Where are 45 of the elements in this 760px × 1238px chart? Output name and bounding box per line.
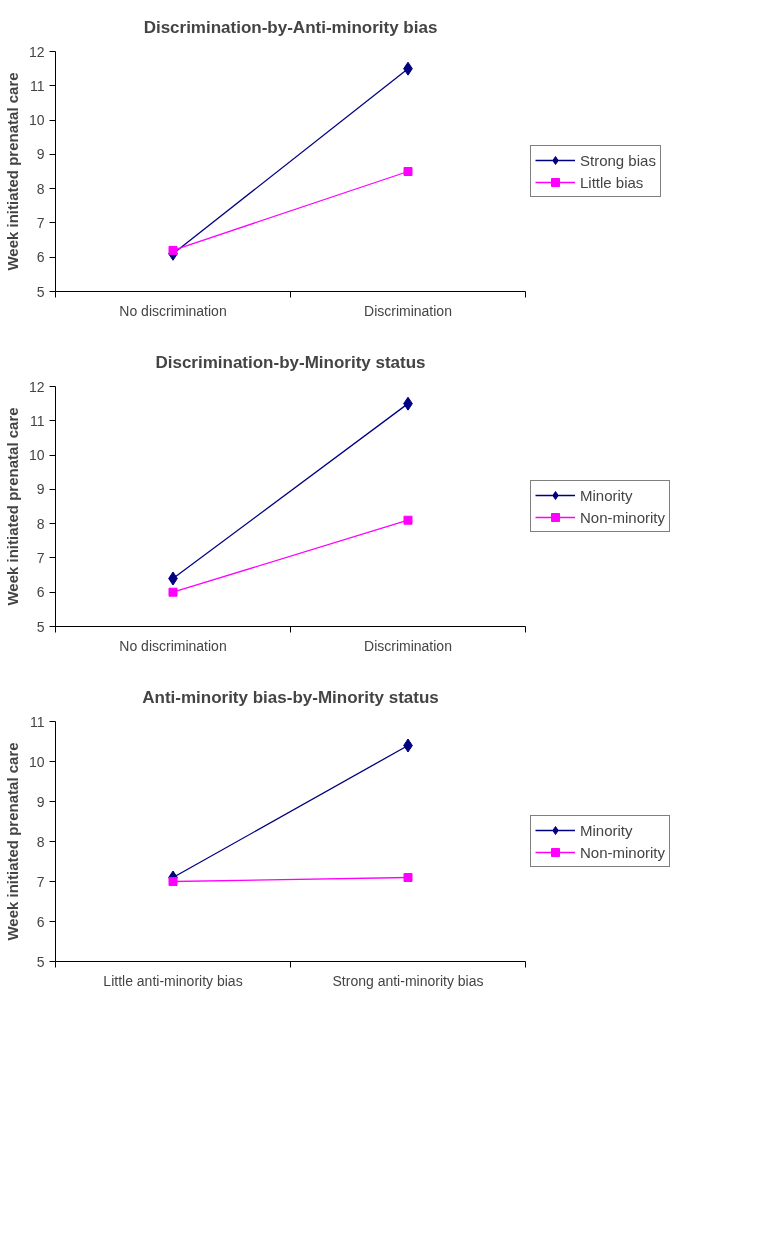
legend-label: Non-minority: [580, 843, 666, 861]
chart-title: Discrimination-by-Anti-minority bias: [143, 17, 438, 37]
y-tick-label: 5: [36, 953, 45, 970]
point: [403, 515, 413, 525]
y-tick-label: 5: [36, 618, 45, 635]
y-tick-label: 10: [28, 447, 45, 464]
y-axis-title: Week initiated prenatal care: [3, 72, 21, 271]
y-tick-label: 7: [36, 549, 45, 566]
x-tick-label: No discrimination: [119, 637, 227, 654]
y-tick-label: 8: [36, 833, 45, 850]
y-tick-label: 9: [36, 793, 45, 810]
x-tick-label: Discrimination: [364, 302, 452, 319]
y-tick-label: 12: [28, 378, 45, 395]
y-tick-label: 11: [29, 412, 45, 429]
y-tick-label: 10: [28, 112, 45, 129]
y-tick-label: 11: [29, 713, 45, 730]
y-tick-label: 6: [36, 249, 45, 266]
legend-label: Minority: [580, 821, 633, 839]
y-tick-label: 6: [36, 913, 45, 930]
y-tick-label: 10: [28, 753, 45, 770]
point: [403, 873, 413, 882]
legend-label: Strong bias: [580, 151, 656, 169]
y-tick-label: 8: [36, 180, 45, 197]
x-tick-label: Discrimination: [364, 637, 452, 654]
y-axis-title: Week initiated prenatal care: [3, 742, 21, 941]
y-tick-label: 11: [29, 77, 45, 94]
point: [403, 167, 413, 176]
y-tick-label: 6: [36, 584, 45, 601]
y-tick-label: 9: [36, 146, 45, 163]
x-tick-label: Little anti-minority bias: [103, 972, 243, 989]
x-tick-label: No discrimination: [119, 302, 227, 319]
y-tick-label: 7: [36, 214, 45, 231]
x-tick-label: Strong anti-minority bias: [332, 972, 484, 989]
legend-label: Little bias: [580, 173, 644, 191]
y-axis-title: Week initiated prenatal care: [3, 407, 21, 606]
legend-label: Non-minority: [580, 508, 666, 526]
y-tick-label: 9: [36, 481, 45, 498]
y-tick-label: 12: [28, 43, 45, 60]
chart-title: Discrimination-by-Minority status: [155, 352, 426, 372]
chart-title: Anti-minority bias-by-Minority status: [142, 687, 439, 707]
legend-label: Minority: [580, 486, 633, 504]
point: [168, 587, 178, 597]
y-tick-label: 8: [36, 515, 45, 532]
y-tick-label: 5: [36, 283, 45, 300]
y-tick-label: 7: [36, 873, 45, 890]
